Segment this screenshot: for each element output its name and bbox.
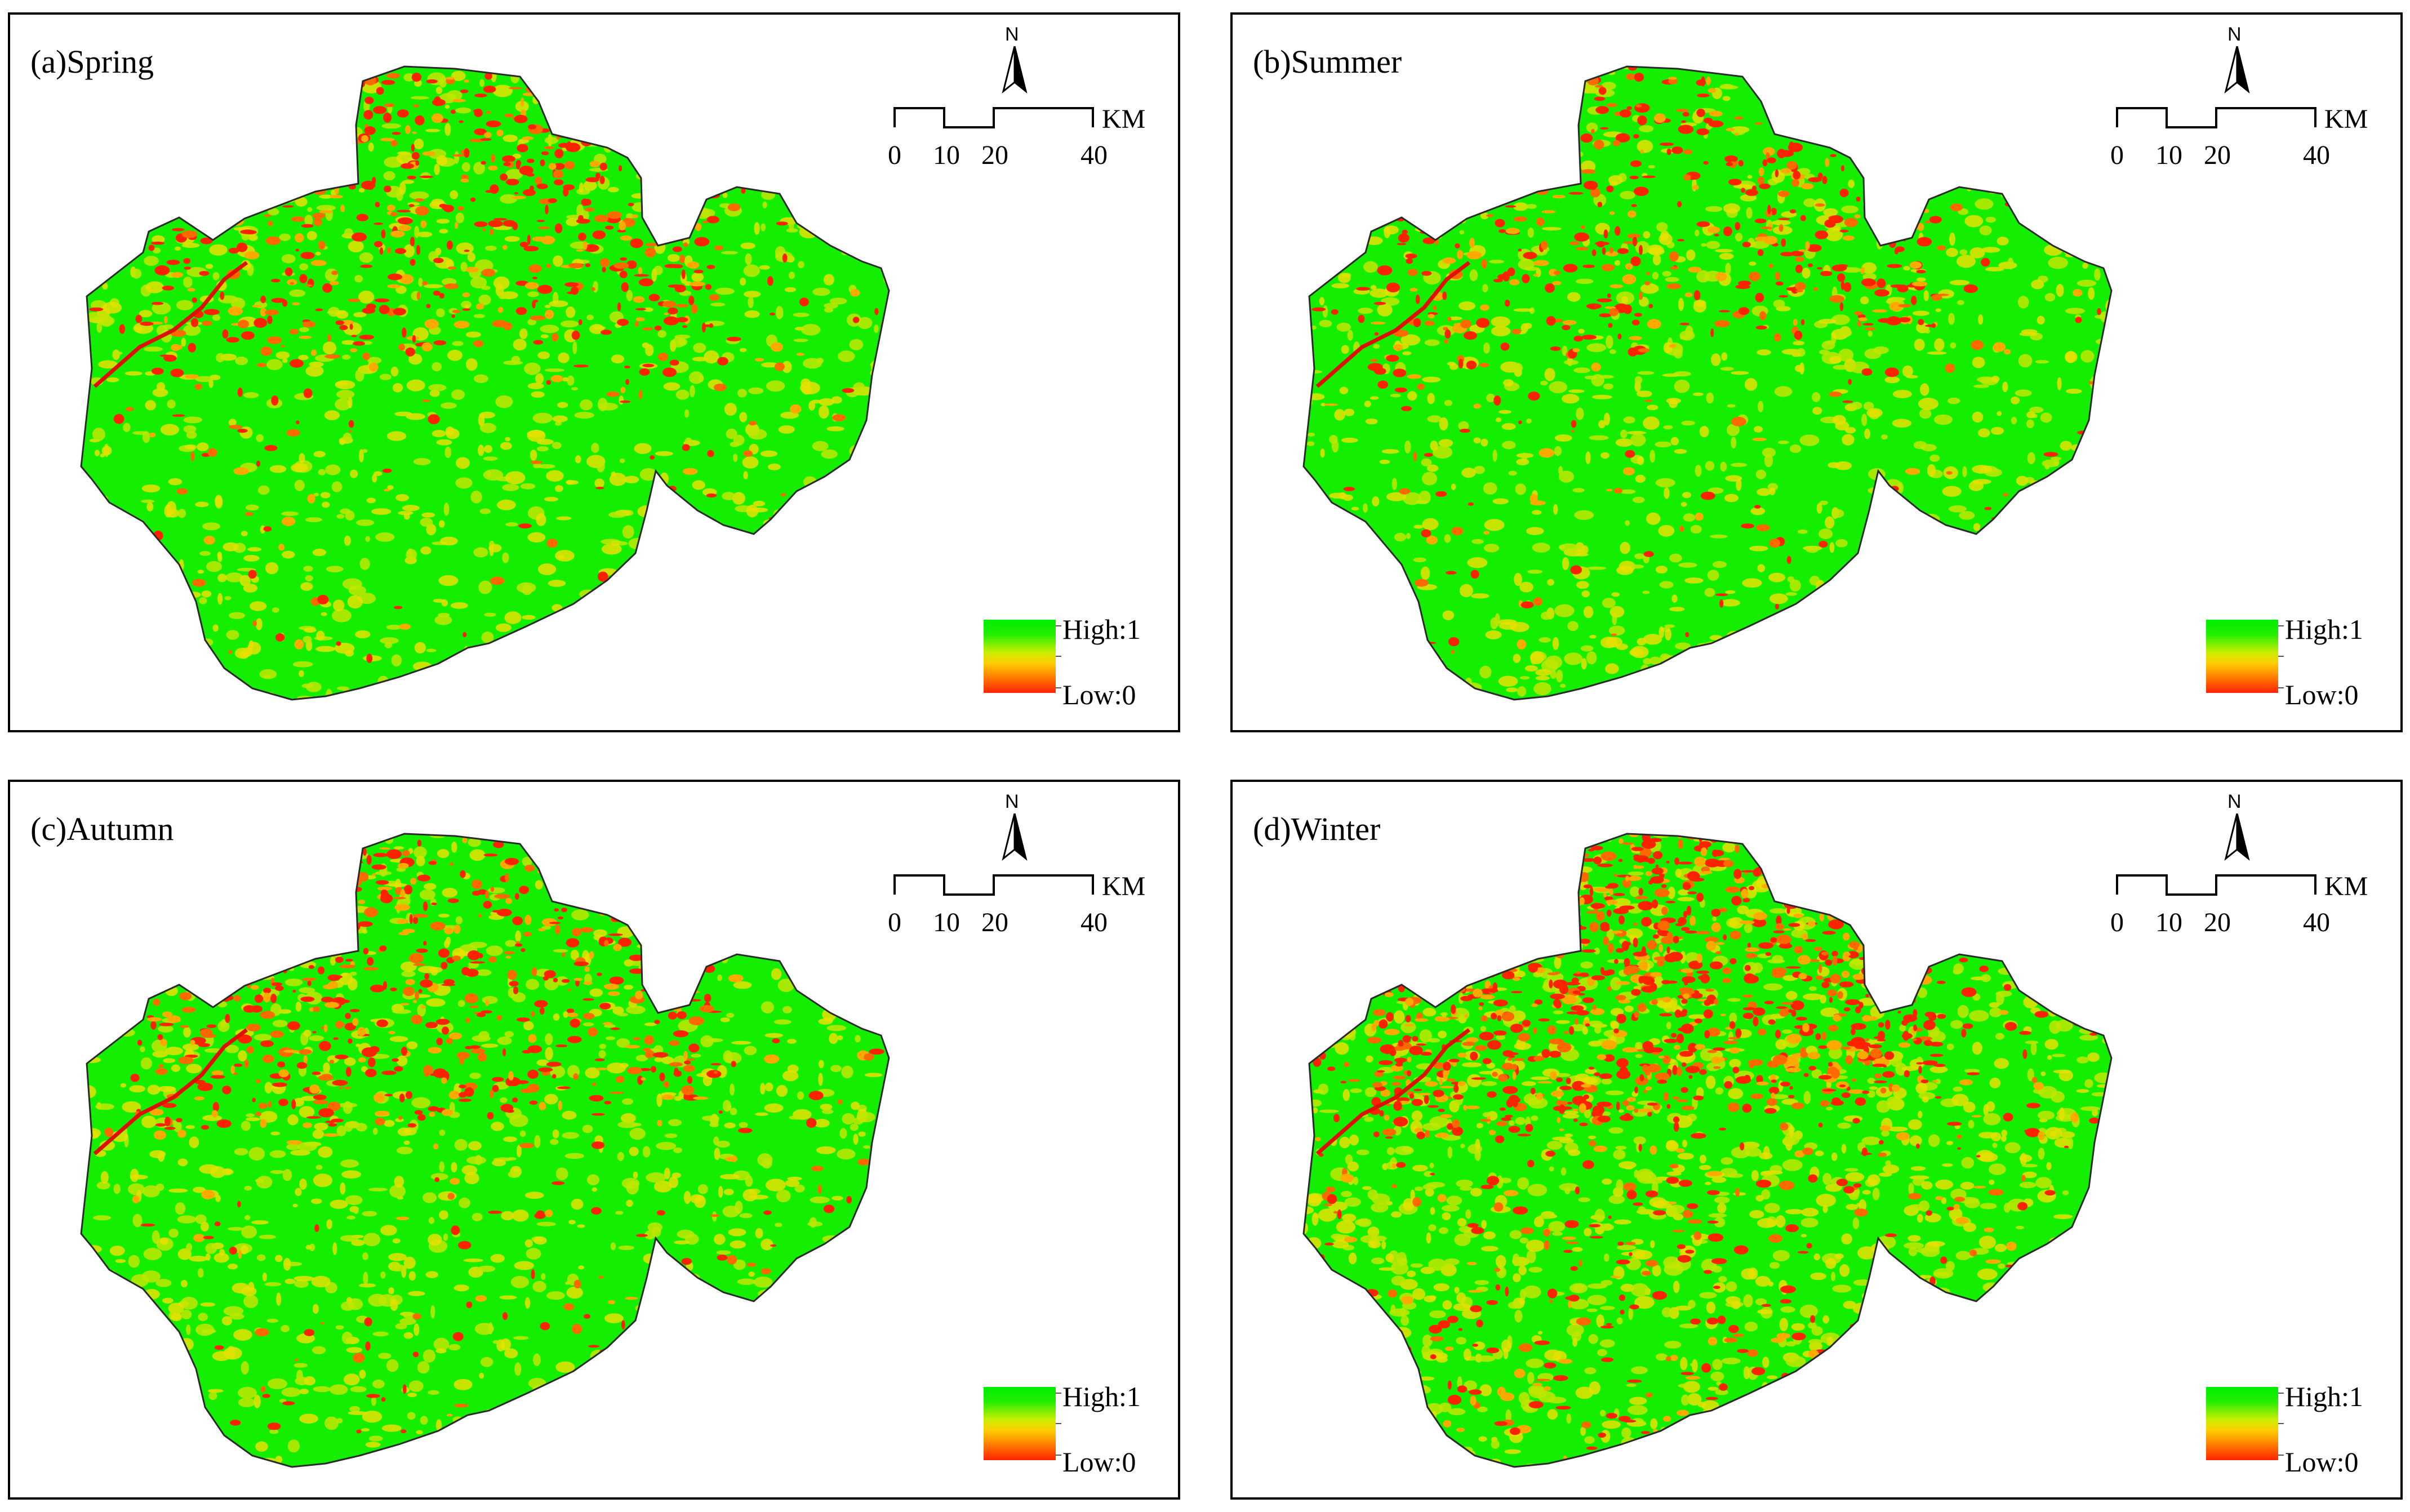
scale-bar: 0 10 20 40 KM <box>2106 871 2376 945</box>
map-base <box>1304 66 2111 700</box>
scale-bar: 0 10 20 40 KM <box>883 104 1154 178</box>
legend-tick <box>1056 1393 1061 1394</box>
legend-high-label: High:1 <box>2285 613 2363 645</box>
legend-color-ramp <box>2206 620 2278 693</box>
region-map <box>1302 65 2113 701</box>
north-label: N <box>2227 791 2242 812</box>
map-base <box>81 834 889 1467</box>
panel-title: (c)Autumn <box>30 811 174 847</box>
scale-tick-label: 20 <box>2204 140 2231 170</box>
region-outline <box>80 65 890 701</box>
north-arrow-icon: N <box>2217 24 2257 103</box>
legend-color-ramp <box>984 620 1056 693</box>
scale-unit-label: KM <box>2324 104 2368 134</box>
scale-tick-label: 0 <box>888 908 901 937</box>
legend: High:1 Low:0 <box>2206 613 2398 710</box>
legend: High:1 Low:0 <box>2206 1381 2398 1478</box>
scale-tick-label: 10 <box>933 140 960 170</box>
panel-spring: (a)Spring N 0 10 20 40 KM High:1 Low:0 <box>8 12 1180 732</box>
scale-tick-label: 40 <box>2303 908 2330 937</box>
panel-autumn: (c)Autumn N 0 10 20 40 KM High:1 Low:0 <box>8 780 1180 1500</box>
legend-tick <box>1056 687 1061 688</box>
legend-tick <box>2278 1423 2284 1424</box>
scale-tick-label: 10 <box>933 908 960 937</box>
legend-high-label: High:1 <box>2285 1381 2363 1412</box>
north-arrow-icon: N <box>2217 791 2257 870</box>
legend-low-label: Low:0 <box>2285 679 2359 710</box>
scale-unit-label: KM <box>1102 871 1146 901</box>
north-arrow-icon: N <box>995 24 1034 103</box>
scale-tick-label: 40 <box>1081 140 1108 170</box>
region-map <box>80 833 890 1468</box>
panel-title: (d)Winter <box>1253 811 1381 847</box>
scale-tick-label: 20 <box>2204 908 2231 937</box>
legend-tick <box>2278 625 2284 626</box>
legend-tick <box>1056 656 1061 657</box>
legend: High:1 Low:0 <box>984 1381 1175 1478</box>
river-line <box>93 1028 248 1155</box>
north-label: N <box>2227 24 2242 45</box>
scale-bar: 0 10 20 40 KM <box>2106 104 2376 178</box>
scale-unit-label: KM <box>1102 104 1146 134</box>
legend-tick <box>1056 625 1061 626</box>
legend-low-label: Low:0 <box>1062 1446 1136 1478</box>
legend-tick <box>1056 1455 1061 1456</box>
legend-tick <box>2278 687 2284 688</box>
river-line <box>93 261 248 388</box>
panel-winter: (d)Winter N 0 10 20 40 KM High:1 Low:0 <box>1230 780 2403 1500</box>
region-outline <box>1302 833 2113 1468</box>
legend-high-label: High:1 <box>1062 613 1141 645</box>
legend-tick <box>2278 1393 2284 1394</box>
scale-tick-label: 20 <box>981 908 1008 937</box>
north-label: N <box>1005 791 1019 812</box>
legend-low-label: Low:0 <box>2285 1446 2359 1478</box>
map-base <box>1304 834 2111 1467</box>
north-arrow-icon: N <box>995 791 1034 870</box>
region-outline <box>1302 65 2113 701</box>
region-outline <box>80 833 890 1468</box>
region-map <box>1302 833 2113 1468</box>
scale-tick-label: 0 <box>2110 908 2124 937</box>
legend-tick <box>1056 1423 1061 1424</box>
river-line <box>1315 1028 1471 1155</box>
legend-high-label: High:1 <box>1062 1381 1141 1412</box>
map-base <box>81 66 889 700</box>
scale-tick-label: 40 <box>2303 140 2330 170</box>
scale-bar: 0 10 20 40 KM <box>883 871 1154 945</box>
scale-tick-label: 0 <box>2110 140 2124 170</box>
legend-color-ramp <box>2206 1387 2278 1460</box>
scale-tick-label: 20 <box>981 140 1008 170</box>
scale-tick-label: 40 <box>1081 908 1108 937</box>
region-map <box>80 65 890 701</box>
legend-tick <box>2278 1455 2284 1456</box>
north-label: N <box>1005 24 1019 45</box>
legend: High:1 Low:0 <box>984 613 1175 710</box>
panel-summer: (b)Summer N 0 10 20 40 KM High:1 Low:0 <box>1230 12 2403 732</box>
legend-low-label: Low:0 <box>1062 679 1136 710</box>
river-line <box>1315 261 1471 388</box>
panel-title: (a)Spring <box>30 43 154 80</box>
scale-tick-label: 10 <box>2155 908 2182 937</box>
legend-color-ramp <box>984 1387 1056 1460</box>
scale-unit-label: KM <box>2324 871 2368 901</box>
scale-tick-label: 0 <box>888 140 901 170</box>
scale-tick-label: 10 <box>2155 140 2182 170</box>
legend-tick <box>2278 656 2284 657</box>
panel-title: (b)Summer <box>1253 43 1402 80</box>
